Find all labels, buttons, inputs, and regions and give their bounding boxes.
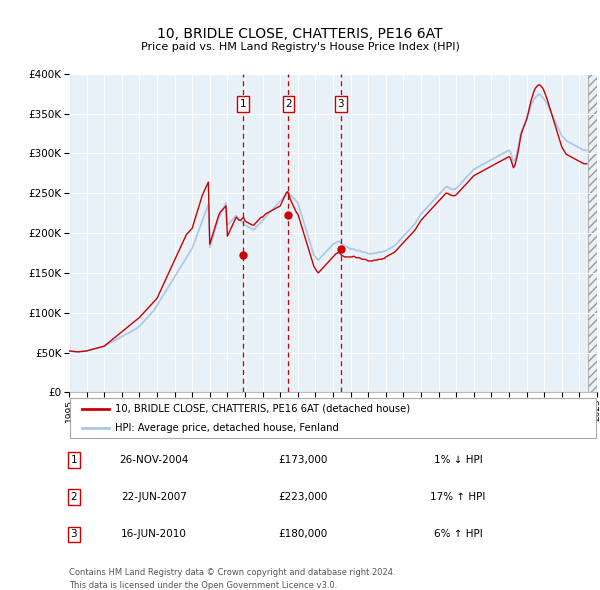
Text: 17% ↑ HPI: 17% ↑ HPI [430,492,486,502]
Text: £173,000: £173,000 [278,455,328,465]
Text: 2: 2 [70,492,77,502]
Text: HPI: Average price, detached house, Fenland: HPI: Average price, detached house, Fenl… [115,423,340,433]
Text: 26-NOV-2004: 26-NOV-2004 [119,455,188,465]
Text: Contains HM Land Registry data © Crown copyright and database right 2024.: Contains HM Land Registry data © Crown c… [69,568,395,576]
FancyBboxPatch shape [70,398,596,438]
Text: 10, BRIDLE CLOSE, CHATTERIS, PE16 6AT: 10, BRIDLE CLOSE, CHATTERIS, PE16 6AT [157,27,443,41]
Text: 3: 3 [70,529,77,539]
Text: 1: 1 [240,99,247,109]
Bar [588,74,597,392]
Bar [588,74,597,392]
Text: 2: 2 [285,99,292,109]
Text: This data is licensed under the Open Government Licence v3.0.: This data is licensed under the Open Gov… [69,581,337,590]
Text: 1% ↓ HPI: 1% ↓ HPI [434,455,482,465]
Text: 10, BRIDLE CLOSE, CHATTERIS, PE16 6AT (detached house): 10, BRIDLE CLOSE, CHATTERIS, PE16 6AT (d… [115,404,410,414]
Text: 3: 3 [338,99,344,109]
Text: 16-JUN-2010: 16-JUN-2010 [121,529,187,539]
Text: 1: 1 [70,455,77,465]
Text: 22-JUN-2007: 22-JUN-2007 [121,492,187,502]
Text: 6% ↑ HPI: 6% ↑ HPI [434,529,482,539]
Text: £223,000: £223,000 [278,492,328,502]
Text: Price paid vs. HM Land Registry's House Price Index (HPI): Price paid vs. HM Land Registry's House … [140,42,460,53]
Text: £180,000: £180,000 [278,529,328,539]
